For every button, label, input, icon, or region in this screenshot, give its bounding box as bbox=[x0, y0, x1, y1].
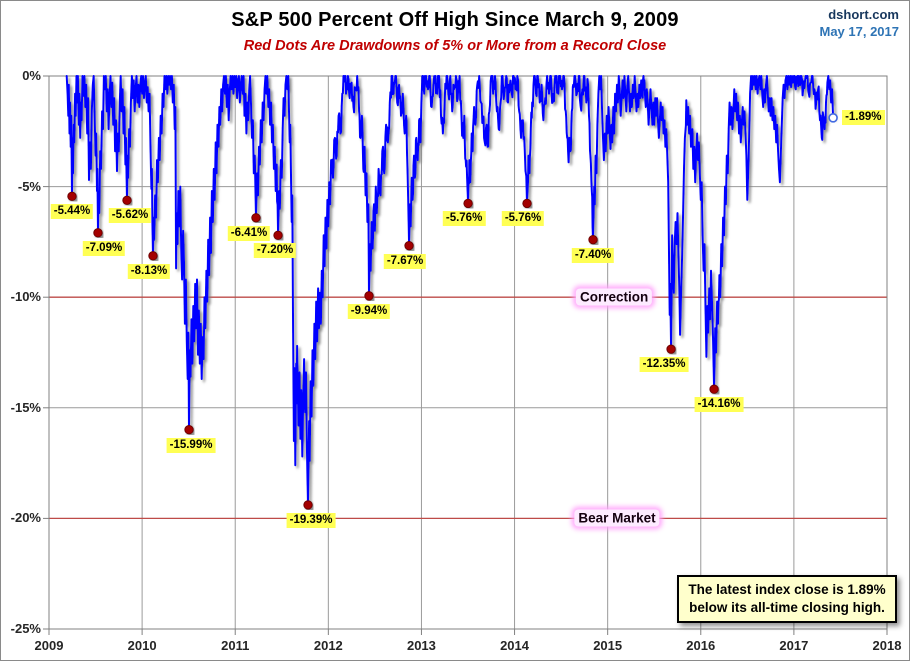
note-line-1: The latest index close is 1.89% bbox=[688, 582, 886, 597]
drawdown-dot bbox=[709, 384, 719, 394]
brand-name: dshort.com bbox=[828, 7, 899, 22]
drawdown-dot bbox=[364, 291, 374, 301]
drawdown-dot bbox=[404, 240, 414, 251]
drawdown-dot bbox=[93, 228, 103, 238]
drawdown-dot bbox=[463, 198, 473, 209]
drawdown-dot bbox=[122, 195, 132, 206]
drawdown-dot bbox=[273, 230, 283, 240]
drawdown-dot bbox=[666, 344, 676, 354]
latest-close-note: The latest index close is 1.89% below it… bbox=[677, 575, 897, 624]
drawdown-dot bbox=[67, 191, 77, 202]
page-title: S&P 500 Percent Off High Since March 9, … bbox=[231, 9, 679, 31]
note-line-2: below its all-time closing high. bbox=[689, 600, 885, 616]
drawdown-dot bbox=[588, 234, 598, 245]
drawdown-dot bbox=[184, 424, 194, 435]
chart-subtitle: Red Dots Are Drawdowns of 5% or More fro… bbox=[243, 38, 667, 54]
drawdown-dot bbox=[522, 198, 532, 209]
drawdown-dot bbox=[148, 251, 158, 261]
brand-block: dshort.com May 17, 2017 bbox=[819, 7, 899, 41]
chart-date: May 17, 2017 bbox=[819, 23, 899, 39]
plot-border bbox=[48, 75, 888, 630]
drawdown-dot bbox=[251, 213, 261, 223]
drawdown-dot bbox=[303, 500, 313, 510]
latest-dot bbox=[828, 113, 838, 123]
drawdown-line bbox=[65, 75, 835, 506]
